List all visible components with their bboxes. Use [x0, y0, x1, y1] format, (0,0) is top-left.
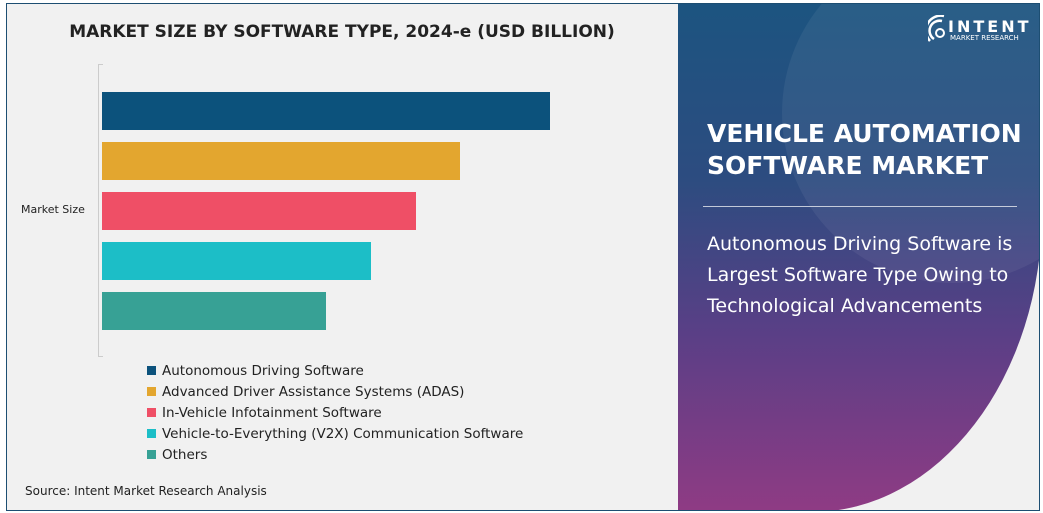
logo: INTENT MARKET RESEARCH [928, 15, 1032, 42]
legend-label: Autonomous Driving Software [162, 362, 364, 379]
legend-swatch [147, 387, 156, 396]
legend-swatch [147, 408, 156, 417]
bar-5 [102, 292, 326, 330]
panel-title: VEHICLE AUTOMATION SOFTWARE MARKET [707, 119, 1022, 180]
legend-swatch [147, 429, 156, 438]
legend-label: Advanced Driver Assistance Systems (ADAS… [162, 383, 465, 400]
panel-subtitle: Autonomous Driving Software is Largest S… [707, 233, 1013, 317]
legend-item: Autonomous Driving Software [147, 360, 523, 381]
bar-1 [102, 92, 550, 130]
divider [703, 206, 1017, 207]
bar-3 [102, 192, 416, 230]
logo-name: INTENT [948, 17, 1032, 36]
chart-title: MARKET SIZE BY SOFTWARE TYPE, 2024-e (US… [69, 22, 615, 42]
legend-item: Others [147, 444, 523, 465]
infographic: MARKET SIZE BY SOFTWARE TYPE, 2024-e (US… [6, 3, 1040, 511]
legend-label: Vehicle-to-Everything (V2X) Communicatio… [162, 425, 524, 442]
legend-item: Vehicle-to-Everything (V2X) Communicatio… [147, 423, 523, 444]
bar-4 [102, 242, 371, 280]
logo-subtitle: MARKET RESEARCH [950, 34, 1019, 42]
signal-icon [928, 15, 945, 42]
legend-swatch [147, 450, 156, 459]
legend: Autonomous Driving Software Advanced Driv… [147, 360, 523, 465]
legend-label: In-Vehicle Infotainment Software [162, 404, 382, 421]
side-panel: INTENT MARKET RESEARCH VEHICLE AUTOMATIO… [678, 4, 1039, 510]
legend-item: Advanced Driver Assistance Systems (ADAS… [147, 381, 523, 402]
legend-label: Others [162, 446, 208, 463]
legend-item: In-Vehicle Infotainment Software [147, 402, 523, 423]
source-note: Source: Intent Market Research Analysis [25, 484, 267, 498]
bar-2 [102, 142, 461, 180]
legend-swatch [147, 366, 156, 375]
y-category-label: Market Size [21, 203, 85, 216]
y-axis [98, 64, 103, 357]
